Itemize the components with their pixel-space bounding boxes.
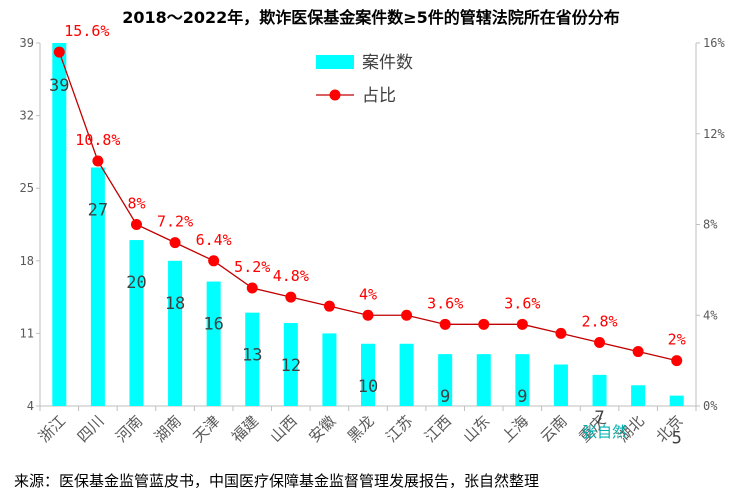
line-point xyxy=(246,282,258,294)
bar xyxy=(206,281,221,406)
bar xyxy=(553,364,568,406)
bar xyxy=(361,343,375,406)
line-value-label: 5.2% xyxy=(234,258,270,276)
line-point xyxy=(439,318,451,330)
bar-value-label: 13 xyxy=(242,346,262,366)
line-point xyxy=(285,291,297,303)
right-tick-label: 4% xyxy=(703,308,718,322)
bar-value-label: 5 xyxy=(672,429,682,449)
left-tick-label: 18 xyxy=(20,254,34,268)
bar xyxy=(245,312,260,406)
left-tick-label: 25 xyxy=(20,181,34,195)
category-label: 四川 xyxy=(74,412,108,446)
bar-series xyxy=(52,43,684,406)
line-value-label: 6.4% xyxy=(196,231,232,249)
right-tick-label: 16% xyxy=(703,36,725,50)
bar-value-label: 7 xyxy=(594,408,604,428)
left-tick-label: 39 xyxy=(20,36,34,50)
category-label: 江苏 xyxy=(382,412,416,446)
line-value-label: 10.8% xyxy=(75,131,120,149)
line-value-label: 4% xyxy=(359,285,377,303)
line-point xyxy=(362,309,374,321)
chart-title: 2018～2022年，欺诈医保基金案件数≥5件的管辖法院所在省份分布 xyxy=(122,8,620,27)
category-label: 云南 xyxy=(537,412,571,446)
bar xyxy=(168,260,183,406)
bar-value-label: 16 xyxy=(203,315,223,335)
legend-label-line: 占比 xyxy=(362,86,396,106)
category-label: 江西 xyxy=(421,412,455,446)
bar xyxy=(52,43,67,406)
bar-value-label: 9 xyxy=(440,387,450,407)
line-value-label: 7.2% xyxy=(157,213,193,231)
right-tick-label: 8% xyxy=(703,218,718,232)
bar xyxy=(129,240,144,406)
bar-value-label: 12 xyxy=(281,356,301,376)
line-point xyxy=(555,327,567,339)
line-value-label: 2.8% xyxy=(581,312,617,330)
category-label: 福建 xyxy=(228,412,262,446)
bar xyxy=(476,354,491,406)
bar xyxy=(90,167,105,406)
legend-swatch-marker xyxy=(329,89,341,101)
bar-value-label: 10 xyxy=(358,377,378,397)
line-point xyxy=(594,336,606,348)
line-point xyxy=(169,237,181,249)
category-label: 安徽 xyxy=(305,412,339,446)
line-point xyxy=(632,346,644,358)
bar xyxy=(322,333,337,406)
line-point xyxy=(130,219,142,230)
legend-label-bar: 案件数 xyxy=(362,53,413,73)
line-value-label: 8% xyxy=(127,195,145,213)
line-point xyxy=(478,318,490,330)
legend-swatch-bar xyxy=(316,55,354,69)
line-point xyxy=(323,300,335,312)
source-note: 来源：医保基金监管蓝皮书，中国医疗保障基金监督管理发展报告，张自然整理 xyxy=(14,472,540,490)
line-point xyxy=(401,309,413,321)
bar xyxy=(399,343,414,406)
line-point xyxy=(92,155,104,167)
category-label: 山西 xyxy=(267,412,301,446)
category-label: 河南 xyxy=(112,412,146,446)
bar xyxy=(669,395,684,406)
line-value-label: 3.6% xyxy=(427,294,463,312)
bar-value-label: 9 xyxy=(517,387,527,407)
bar xyxy=(283,323,298,406)
category-label: 上海 xyxy=(498,412,532,446)
bar xyxy=(592,374,607,406)
category-label: 山东 xyxy=(460,412,494,446)
category-label: 湖南 xyxy=(151,412,185,446)
line-series xyxy=(53,46,683,367)
left-tick-label: 11 xyxy=(20,326,34,340)
left-tick-label: 4 xyxy=(27,399,34,413)
bar xyxy=(515,354,530,406)
line-point xyxy=(671,355,683,367)
line-point xyxy=(53,46,65,58)
watermark: 张自然 xyxy=(582,423,627,441)
line-point xyxy=(208,255,220,267)
left-tick-label: 32 xyxy=(20,109,34,123)
right-tick-label: 12% xyxy=(703,127,725,141)
bar-value-label: 18 xyxy=(165,294,185,314)
category-label: 浙江 xyxy=(35,412,69,446)
category-label: 天津 xyxy=(189,412,223,446)
line-value-label: 2% xyxy=(668,331,686,349)
data-labels: 39 27 20 18 16 13 12 10 9 9 7 5 15.6% 10.8% 8% 7.2%6.4%… xyxy=(49,22,686,449)
line-value-label: 15.6% xyxy=(64,22,109,40)
bar-value-label: 20 xyxy=(126,273,146,293)
line-value-label: 4.8% xyxy=(273,267,309,285)
right-tick-label: 0% xyxy=(703,399,718,413)
category-label: 黑龙 xyxy=(344,412,378,446)
bar xyxy=(438,354,453,406)
line-point xyxy=(516,318,528,330)
bar-value-label: 27 xyxy=(88,200,108,220)
bar xyxy=(631,385,646,406)
line-value-label: 3.6% xyxy=(504,294,540,312)
bar-value-label: 39 xyxy=(49,76,69,96)
